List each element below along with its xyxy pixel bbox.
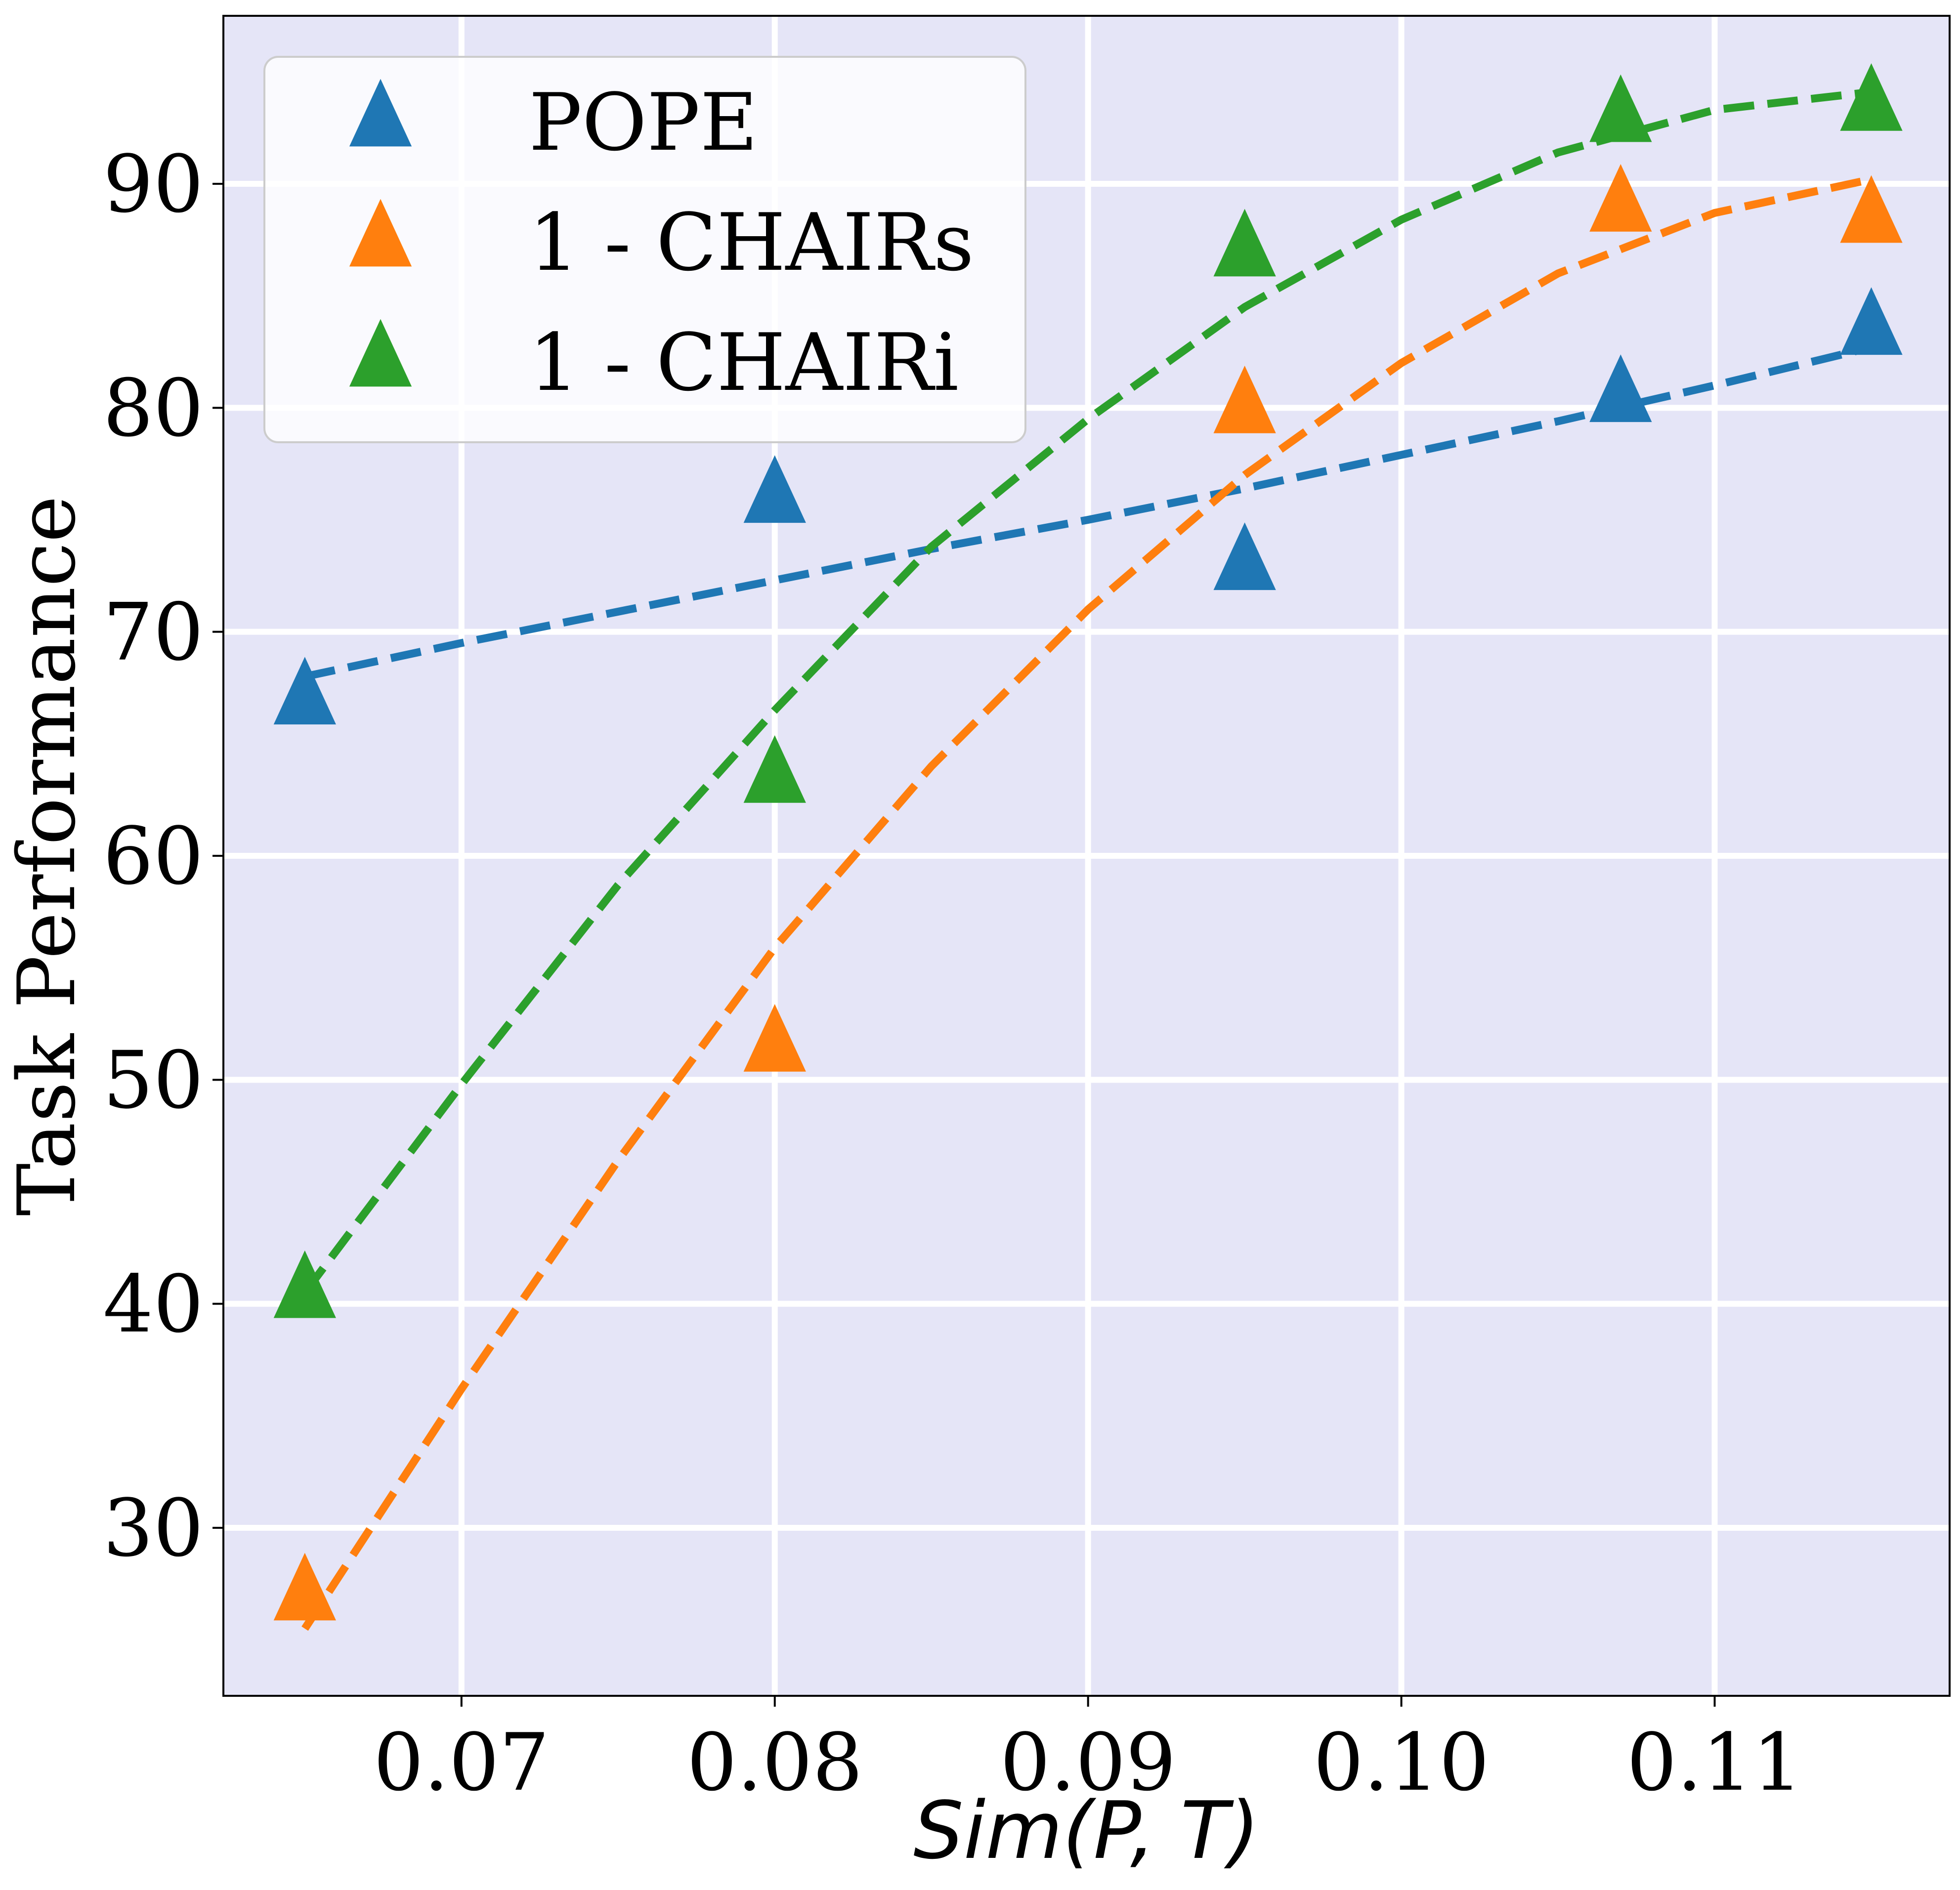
- y-tick-label: 30: [103, 1482, 204, 1574]
- data-point: [1840, 175, 1903, 243]
- data-point: [743, 455, 806, 523]
- data-point: [1589, 74, 1652, 142]
- data-point: [273, 1250, 336, 1318]
- y-tick-label: 70: [103, 586, 204, 678]
- y-axis-title: Task Performance: [0, 496, 93, 1216]
- y-tick-label: 60: [103, 810, 204, 902]
- data-point: [1589, 164, 1652, 232]
- y-tick-label: 40: [103, 1258, 204, 1350]
- data-point: [273, 657, 336, 725]
- legend-label: 1 - CHAIRs: [529, 196, 974, 289]
- x-tick-label: 0.09: [1000, 1716, 1176, 1808]
- tick-labels: 0.07 0.08 0.09 0.10 0.11 30 40 50 60 70 80 90: [103, 138, 1802, 1808]
- legend-marker: [349, 319, 412, 387]
- legend-label: POPE: [529, 76, 758, 168]
- x-tick-label: 0.07: [374, 1716, 550, 1808]
- legend: POPE 1 - CHAIRs 1 - CHAIRi: [263, 56, 1026, 443]
- data-point: [1213, 209, 1276, 277]
- legend-marker: [349, 79, 412, 147]
- data-point: [743, 1004, 806, 1072]
- legend-box: [263, 56, 1026, 443]
- y-tick-label: 80: [103, 362, 204, 454]
- data-point: [1840, 287, 1903, 355]
- y-tick-label: 50: [103, 1034, 204, 1126]
- data-markers: [273, 63, 1903, 1621]
- data-point: [743, 735, 806, 803]
- y-tick-label: 90: [103, 138, 204, 230]
- data-point: [1589, 354, 1652, 422]
- grid-lines: [223, 16, 1950, 1696]
- x-axis-title: Sim(P, T): [913, 1784, 1260, 1877]
- x-tick-label: 0.08: [687, 1716, 863, 1808]
- data-point: [1213, 365, 1276, 433]
- data-point: [1840, 63, 1903, 131]
- legend-label: 1 - CHAIRi: [529, 316, 959, 409]
- trend-line: [301, 175, 1873, 1631]
- data-point: [1213, 522, 1276, 590]
- legend-marker: [349, 199, 412, 267]
- data-point: [273, 1553, 336, 1621]
- x-tick-label: 0.10: [1313, 1716, 1489, 1808]
- x-tick-label: 0.11: [1626, 1716, 1802, 1808]
